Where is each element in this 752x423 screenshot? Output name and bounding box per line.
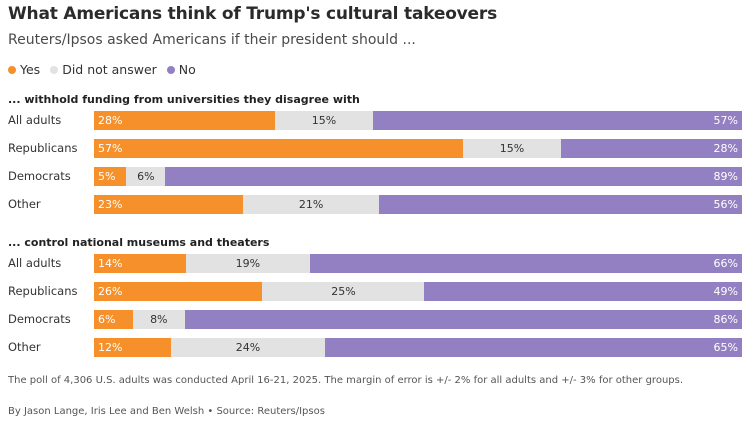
legend-item-no: No (166, 62, 196, 77)
bar-segment-no: 49% (424, 282, 742, 301)
row-label-all-adults: All adults (8, 256, 62, 270)
legend-dot-did-not-answer (50, 65, 59, 74)
legend-item-did-not-answer: Did not answer (50, 62, 157, 77)
row-label-republicans: Republicans (8, 141, 78, 155)
bar-segment-yes: 12% (94, 338, 171, 357)
bar-segment-did-not-answer: 15% (463, 139, 561, 158)
bar-segment-yes: 23% (94, 195, 244, 214)
bar-segment-yes: 26% (94, 282, 263, 301)
byline: By Jason Lange, Iris Lee and Ben Welsh •… (8, 406, 325, 417)
bar-segment-yes: 6% (94, 310, 133, 329)
row-label-republicans: Republicans (8, 284, 78, 298)
legend: Yes Did not answer No (8, 62, 206, 77)
legend-label-no: No (178, 62, 196, 77)
bar-segment-no: 56% (379, 195, 742, 214)
bar-segment-no: 89% (165, 167, 742, 186)
legend-dot-yes (8, 65, 16, 74)
stacked-bar-democrats: 6% 8% 86% (94, 310, 742, 329)
stacked-bar-republicans: 57% 15% 28% (94, 139, 742, 158)
row-label-democrats: Democrats (8, 312, 71, 326)
bar-segment-no: 66% (309, 254, 742, 273)
stacked-bar-all-adults: 28% 15% 57% (94, 111, 742, 130)
bar-segment-no: 28% (560, 139, 742, 158)
bar-segment-did-not-answer: 6% (126, 167, 166, 186)
bar-segment-yes: 14% (94, 254, 186, 273)
row-label-all-adults: All adults (8, 113, 62, 127)
bar-segment-no: 65% (324, 338, 742, 357)
row-label-other: Other (8, 340, 41, 354)
bar-segment-did-not-answer: 19% (185, 254, 310, 273)
legend-label-did-not-answer: Did not answer (62, 62, 157, 77)
stacked-bar-other: 23% 21% 56% (94, 195, 742, 214)
panel-title-1: ... withhold funding from universities t… (8, 93, 360, 106)
bar-segment-no: 57% (372, 111, 742, 130)
bar-segment-no: 86% (184, 310, 742, 329)
bar-segment-yes: 57% (94, 139, 464, 158)
footnote: The poll of 4,306 U.S. adults was conduc… (8, 375, 684, 386)
bar-segment-did-not-answer: 21% (243, 195, 380, 214)
stacked-bar-democrats: 5% 6% 89% (94, 167, 742, 186)
panel-title-2: ... control national museums and theater… (8, 236, 270, 249)
bar-segment-did-not-answer: 24% (170, 338, 325, 357)
stacked-bar-all-adults: 14% 19% 66% (94, 254, 742, 273)
chart-subtitle: Reuters/Ipsos asked Americans if their p… (8, 32, 416, 48)
legend-label-yes: Yes (20, 62, 41, 77)
bar-segment-yes: 28% (94, 111, 276, 130)
bar-segment-yes: 5% (94, 167, 127, 186)
bar-segment-did-not-answer: 15% (275, 111, 373, 130)
legend-item-yes: Yes (8, 62, 40, 77)
bar-segment-did-not-answer: 25% (262, 282, 425, 301)
row-label-democrats: Democrats (8, 169, 71, 183)
stacked-bar-republicans: 26% 25% 49% (94, 282, 742, 301)
legend-dot-no (166, 65, 175, 74)
row-label-other: Other (8, 197, 41, 211)
stacked-bar-other: 12% 24% 65% (94, 338, 742, 357)
chart-title: What Americans think of Trump's cultural… (8, 4, 497, 24)
bar-segment-did-not-answer: 8% (132, 310, 185, 329)
